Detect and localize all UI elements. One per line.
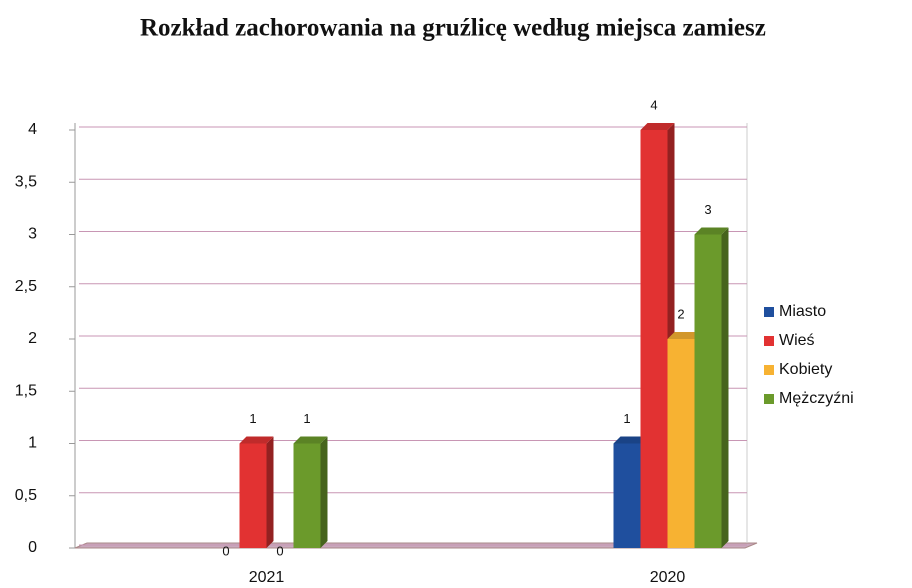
bar: [293, 443, 321, 548]
bar: [694, 234, 722, 548]
data-label: 1: [623, 411, 630, 426]
data-label: 1: [249, 411, 256, 426]
legend-label: Miasto: [779, 303, 826, 320]
legend-swatch: [764, 336, 774, 346]
x-tick-label: 2021: [249, 569, 285, 586]
y-tick-label: 3: [28, 226, 37, 243]
bar: [640, 130, 668, 548]
bar-top: [694, 227, 729, 235]
bar-top: [293, 436, 328, 444]
y-tick-label: 1: [28, 435, 37, 452]
bar-top: [667, 332, 702, 339]
data-label: 2: [677, 306, 684, 321]
y-tick-label: 1,5: [15, 382, 37, 399]
bar-top: [613, 436, 648, 444]
x-tick-label: 2020: [650, 569, 686, 586]
data-label: 0: [276, 543, 283, 558]
legend-swatch: [764, 365, 774, 375]
data-label: 0: [222, 543, 229, 558]
bar: [667, 339, 695, 548]
y-tick-label: 2: [28, 330, 37, 347]
legend-swatch: [764, 394, 774, 404]
legend-label: Kobiety: [779, 361, 832, 378]
y-tick-label: 4: [28, 121, 37, 138]
bar: [239, 443, 267, 548]
data-label: 4: [650, 97, 657, 112]
y-tick-label: 0,5: [15, 487, 37, 504]
bar-side: [266, 436, 274, 548]
bar-side: [721, 227, 729, 548]
legend-label: Mężczyźni: [779, 390, 854, 407]
data-label: 3: [704, 202, 711, 217]
y-tick-label: 0: [28, 539, 37, 556]
legend-label: Wieś: [779, 332, 815, 349]
chart-title: Rozkład zachorowania na gruźlicę według …: [140, 15, 766, 42]
bar-top: [239, 436, 274, 444]
bar-side: [320, 436, 328, 548]
y-tick-label: 2,5: [15, 278, 37, 295]
data-label: 1: [303, 411, 310, 426]
bar-top: [640, 123, 675, 130]
y-tick-label: 3,5: [15, 173, 37, 190]
legend-swatch: [764, 307, 774, 317]
bar: [613, 443, 641, 548]
